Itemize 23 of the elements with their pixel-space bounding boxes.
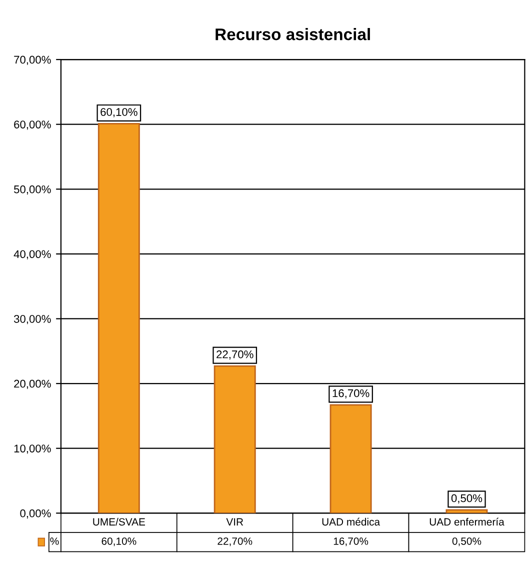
x-tick-label: VIR <box>226 518 244 526</box>
y-tick-label: 50,00% <box>14 185 51 195</box>
data-label: 22,70% <box>218 537 252 546</box>
x-tick-label: UAD médica <box>322 518 380 526</box>
y-tick-label: 0,00% <box>20 509 51 519</box>
data-label: 16,70% <box>334 537 368 546</box>
y-tick-label: 70,00% <box>14 56 51 65</box>
data-label: 0,50% <box>452 537 482 546</box>
y-tick-label: 60,00% <box>14 120 51 130</box>
bar <box>446 509 488 514</box>
x-tick-label: UME/SVAE <box>93 518 146 526</box>
chart-title: Recurso asistencial <box>216 28 370 40</box>
y-tick-label: 10,00% <box>14 444 51 454</box>
legend-label: % <box>50 538 59 545</box>
text: 16,70% <box>332 389 370 398</box>
y-tick-label: 30,00% <box>14 315 51 324</box>
data-label: 60,10% <box>102 537 136 546</box>
y-tick-label: 20,00% <box>14 380 51 389</box>
x-tick-label: UAD enfermería <box>430 518 504 526</box>
text: 60,10% <box>100 108 138 118</box>
text: 22,70% <box>216 350 254 360</box>
y-tick-label: 40,00% <box>14 250 51 260</box>
text: 0,50% <box>451 494 482 504</box>
